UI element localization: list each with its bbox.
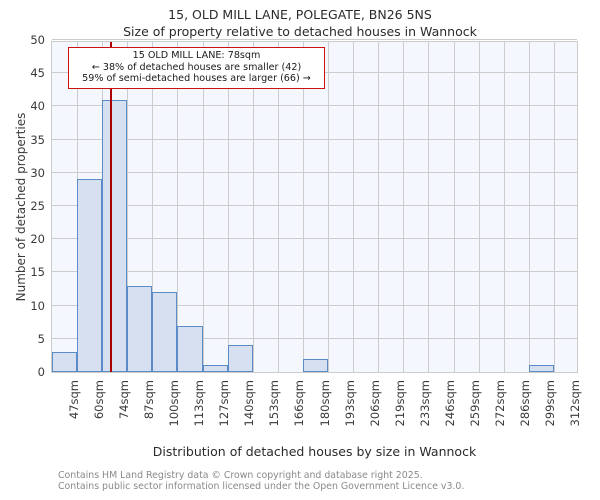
gridline-horizontal (52, 271, 577, 273)
x-axis-title: Distribution of detached houses by size … (152, 444, 477, 459)
gridline-vertical (503, 42, 505, 372)
x-tick-label: 166sqm (292, 380, 307, 427)
bar (52, 352, 78, 372)
y-tick-label: 30 (30, 165, 45, 180)
gridline-horizontal (52, 105, 577, 107)
x-tick-label: 153sqm (267, 380, 282, 427)
x-tick-label: 47sqm (66, 380, 81, 420)
property-marker-line (109, 42, 112, 372)
x-tick-label: 299sqm (543, 380, 558, 427)
x-tick-label: 140sqm (242, 380, 257, 427)
gridline-vertical (428, 42, 430, 372)
attribution-footer: Contains HM Land Registry data © Crown c… (58, 470, 464, 492)
gridline-horizontal (52, 171, 577, 173)
y-tick-label: 10 (30, 298, 45, 313)
footer-line-2: Contains public sector information licen… (58, 481, 465, 492)
gridline-horizontal (52, 238, 577, 240)
annotation-line-2: ← 38% of detached houses are smaller (42… (91, 61, 302, 73)
x-tick-label: 246sqm (442, 380, 457, 427)
footer-line-1: Contains HM Land Registry data © Crown c… (58, 470, 423, 481)
chart-title: 15, OLD MILL LANE, POLEGATE, BN26 5NS Si… (0, 6, 600, 40)
x-tick-label: 180sqm (317, 380, 332, 427)
y-axis-title: Number of detached properties (14, 112, 28, 302)
y-tick-label: 45 (30, 66, 45, 81)
gridline-vertical (152, 42, 154, 372)
gridline-vertical (302, 42, 304, 372)
y-tick-label: 40 (30, 99, 45, 114)
x-tick-label: 100sqm (166, 380, 181, 427)
gridline-vertical (328, 42, 330, 372)
bar (528, 365, 554, 372)
gridline-horizontal (52, 205, 577, 206)
bar (202, 365, 228, 372)
gridline-vertical (277, 42, 279, 372)
bar (127, 285, 153, 372)
gridline-horizontal (52, 39, 577, 40)
gridline-vertical (378, 42, 380, 372)
gridline-vertical (227, 42, 229, 372)
x-tick-label: 206sqm (367, 380, 382, 427)
chart-subtitle: Size of property relative to detached ho… (123, 24, 477, 39)
x-tick-label: 259sqm (468, 380, 483, 427)
gridline-vertical (177, 42, 179, 372)
gridline-horizontal (52, 304, 577, 306)
gridline-vertical (202, 42, 204, 372)
gridline-vertical (478, 42, 480, 372)
gridline-vertical (403, 42, 405, 372)
x-tick-label: 193sqm (342, 380, 357, 427)
bar (102, 99, 128, 372)
annotation-callout: 15 OLD MILL LANE: 78sqm ← 38% of detache… (68, 47, 325, 89)
x-tick-label: 219sqm (392, 380, 407, 427)
x-tick-label: 286sqm (518, 380, 533, 427)
y-tick-label: 35 (30, 132, 45, 147)
annotation-line-3: 59% of semi-detached houses are larger (… (82, 73, 311, 85)
gridline-horizontal (52, 337, 577, 339)
y-tick-label: 20 (30, 232, 45, 247)
x-tick-label: 113sqm (192, 380, 207, 427)
chart-title-line1: 15, OLD MILL LANE, POLEGATE, BN26 5NS (168, 7, 432, 22)
gridline-vertical (553, 42, 555, 372)
x-tick-label: 74sqm (116, 380, 131, 420)
gridline-vertical (528, 42, 530, 372)
x-tick-label: 60sqm (91, 380, 106, 420)
x-tick-label: 233sqm (417, 380, 432, 427)
bar (177, 325, 203, 372)
y-tick-label: 0 (37, 365, 45, 379)
gridline-horizontal (52, 138, 577, 140)
gridline-vertical (453, 42, 455, 372)
gridline-vertical (353, 42, 355, 372)
gridline-vertical (127, 42, 129, 372)
y-tick-label: 50 (30, 33, 45, 47)
gridline-vertical (252, 42, 254, 372)
bar (302, 358, 329, 372)
x-tick-label: 87sqm (141, 380, 156, 420)
y-tick-label: 15 (30, 265, 45, 280)
bar (77, 179, 103, 372)
annotation-line-1: 15 OLD MILL LANE: 78sqm (132, 50, 261, 61)
x-tick-label: 127sqm (217, 380, 232, 427)
bar (227, 345, 253, 372)
x-tick-label: 312sqm (568, 380, 583, 427)
plot-area (51, 39, 578, 373)
y-tick-label: 25 (30, 199, 45, 213)
y-tick-label: 5 (37, 331, 45, 346)
bar (152, 292, 178, 372)
x-tick-label: 272sqm (493, 380, 508, 427)
